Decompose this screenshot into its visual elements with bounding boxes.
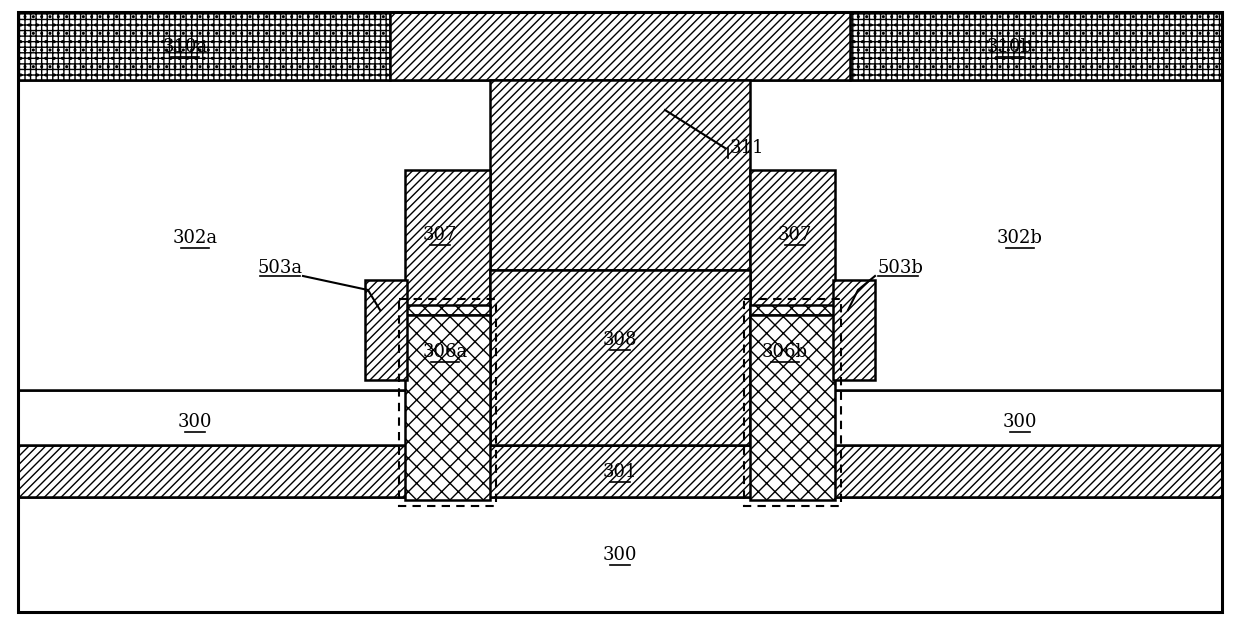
Bar: [391, 12, 849, 80]
Text: 301: 301: [603, 463, 637, 481]
Text: 503a: 503a: [258, 259, 303, 277]
Bar: [19, 390, 1221, 445]
Text: 503b: 503b: [877, 259, 923, 277]
Text: 306a: 306a: [423, 343, 467, 361]
Bar: [744, 299, 841, 506]
Bar: [849, 12, 1221, 80]
Bar: [19, 497, 1221, 612]
Text: 302a: 302a: [172, 229, 217, 247]
Text: 310b: 310b: [987, 38, 1033, 56]
Text: 307: 307: [423, 226, 458, 244]
Bar: [750, 315, 835, 500]
Text: 308: 308: [603, 331, 637, 349]
Bar: [490, 80, 750, 270]
Text: 307: 307: [777, 226, 812, 244]
Bar: [399, 299, 496, 506]
Bar: [405, 305, 490, 315]
Bar: [490, 270, 750, 445]
Bar: [750, 170, 835, 315]
Text: 310a: 310a: [162, 38, 207, 56]
Bar: [750, 305, 835, 315]
Bar: [405, 315, 490, 500]
Text: 306b: 306b: [763, 343, 808, 361]
Bar: [19, 80, 1221, 390]
Text: 300: 300: [603, 546, 637, 564]
Text: 311: 311: [730, 139, 765, 157]
Text: 302b: 302b: [997, 229, 1043, 247]
Text: 300: 300: [1003, 413, 1037, 431]
Bar: [19, 12, 391, 80]
Bar: [19, 445, 1221, 497]
Bar: [405, 170, 490, 315]
Bar: [833, 280, 875, 380]
Text: 300: 300: [177, 413, 212, 431]
Bar: [365, 280, 407, 380]
